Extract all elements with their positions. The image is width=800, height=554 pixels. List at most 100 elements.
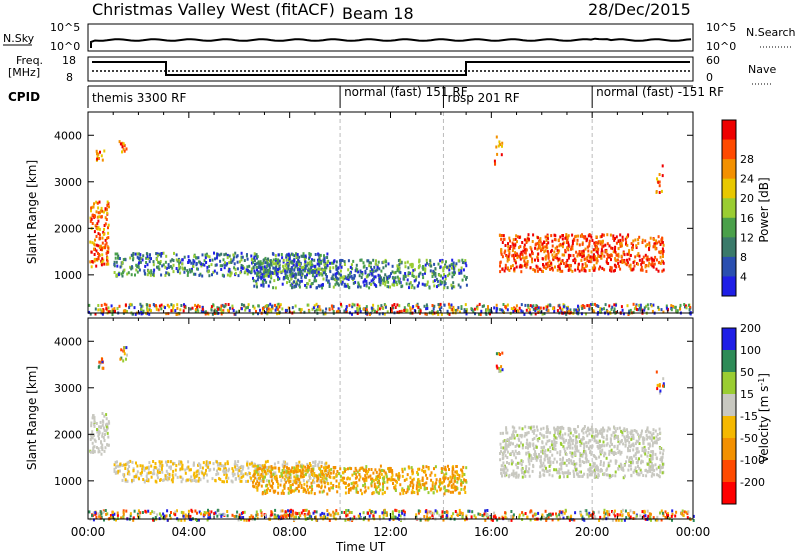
velocity-cell: [147, 465, 150, 469]
velocity-cell: [288, 488, 291, 492]
power-cell: [195, 308, 197, 311]
power-cell: [506, 255, 509, 259]
velocity-cell: [324, 474, 327, 478]
power-cell: [248, 264, 251, 268]
velocity-cell: [161, 464, 164, 468]
power-cell: [166, 303, 169, 307]
velocity-cell: [280, 472, 283, 475]
velocity-cell: [451, 472, 454, 476]
power-cell: [411, 271, 414, 275]
velocity-cell: [589, 463, 592, 467]
velocity-cell: [553, 433, 556, 437]
velocity-cell: [556, 460, 558, 464]
velocity-cell: [507, 439, 510, 442]
power-cell: [370, 283, 373, 286]
velocity-cell: [403, 478, 406, 482]
power-cell: [472, 310, 475, 314]
power-cell: [637, 238, 640, 242]
power-cell: [101, 158, 104, 162]
power-cell: [287, 277, 290, 280]
power-cell: [183, 303, 185, 307]
velocity-cell: [297, 489, 300, 493]
power-cell: [661, 236, 664, 240]
power-cell: [126, 310, 128, 313]
velocity-cell: [617, 467, 620, 471]
power-cell: [302, 254, 305, 258]
power-cell: [221, 264, 224, 268]
power-cell: [100, 206, 103, 210]
power-cell: [253, 256, 256, 260]
velocity-cell: [154, 465, 157, 469]
velocity-cell: [655, 441, 658, 445]
power-cell: [531, 250, 533, 254]
velocity-cell: [597, 474, 600, 478]
velocity-cell: [576, 445, 578, 449]
velocity-cell: [543, 473, 546, 477]
power-cell: [648, 247, 650, 250]
power-cell: [138, 252, 140, 256]
power-cell: [292, 274, 295, 278]
velocity-cell: [637, 465, 639, 468]
velocity-cell: [614, 461, 617, 465]
power-cell: [171, 258, 174, 262]
power-cell: [436, 285, 438, 289]
velocity-cell: [501, 468, 504, 472]
velocity-cell: [582, 431, 585, 435]
power-cell: [203, 263, 206, 267]
velocity-cell: [101, 434, 104, 438]
power-cell: [534, 309, 537, 312]
velocity-cell: [621, 466, 624, 470]
power-cell: [546, 250, 549, 254]
power-cell: [552, 256, 555, 259]
velocity-cell: [149, 471, 152, 475]
velocity-cell: [455, 488, 458, 492]
velocity-cell: [308, 465, 311, 469]
power-cell: [567, 268, 570, 272]
power-cell: [500, 252, 503, 256]
power-cell: [333, 259, 336, 263]
velocity-cell: [280, 473, 283, 477]
power-cell: [561, 307, 564, 311]
power-cell: [453, 270, 456, 274]
power-cell: [613, 303, 616, 307]
power-cell: [370, 268, 373, 272]
power-cell: [519, 255, 521, 259]
power-cell: [587, 253, 590, 257]
power-cell: [615, 235, 618, 239]
power-cell: [529, 245, 532, 249]
power-cell: [147, 308, 150, 312]
velocity-cell: [659, 470, 662, 474]
power-cell: [612, 269, 615, 273]
velocity-cell: [502, 440, 505, 444]
power-cell: [382, 278, 385, 282]
velocity-cell: [661, 455, 664, 459]
velocity-cell: [323, 462, 326, 466]
power-cell: [287, 264, 290, 268]
velocity-cell: [106, 431, 109, 435]
power-cell: [621, 308, 624, 312]
velocity-cell: [531, 438, 534, 442]
power-cell: [510, 307, 513, 310]
velocity-cell: [557, 429, 560, 433]
power-cell: [636, 253, 639, 257]
power-cell: [441, 258, 444, 262]
power-cell: [231, 304, 234, 308]
power-cell: [584, 262, 587, 266]
velocity-cell: [93, 416, 96, 420]
power-cell: [318, 253, 321, 257]
power-cell: [376, 265, 379, 269]
velocity-cell: [310, 467, 313, 471]
velocity-cell: [521, 443, 524, 447]
power-cell: [592, 258, 595, 262]
velocity-cell: [570, 461, 573, 465]
power-cell: [551, 266, 554, 270]
power-cell: [565, 264, 568, 268]
power-cell: [543, 250, 546, 254]
velocity-cell: [561, 425, 564, 429]
power-cell: [594, 302, 596, 306]
power-cell: [452, 261, 455, 265]
power-cell: [313, 279, 316, 283]
power-cell: [462, 268, 465, 272]
power-cell: [537, 306, 540, 310]
velocity-cell: [270, 471, 273, 475]
